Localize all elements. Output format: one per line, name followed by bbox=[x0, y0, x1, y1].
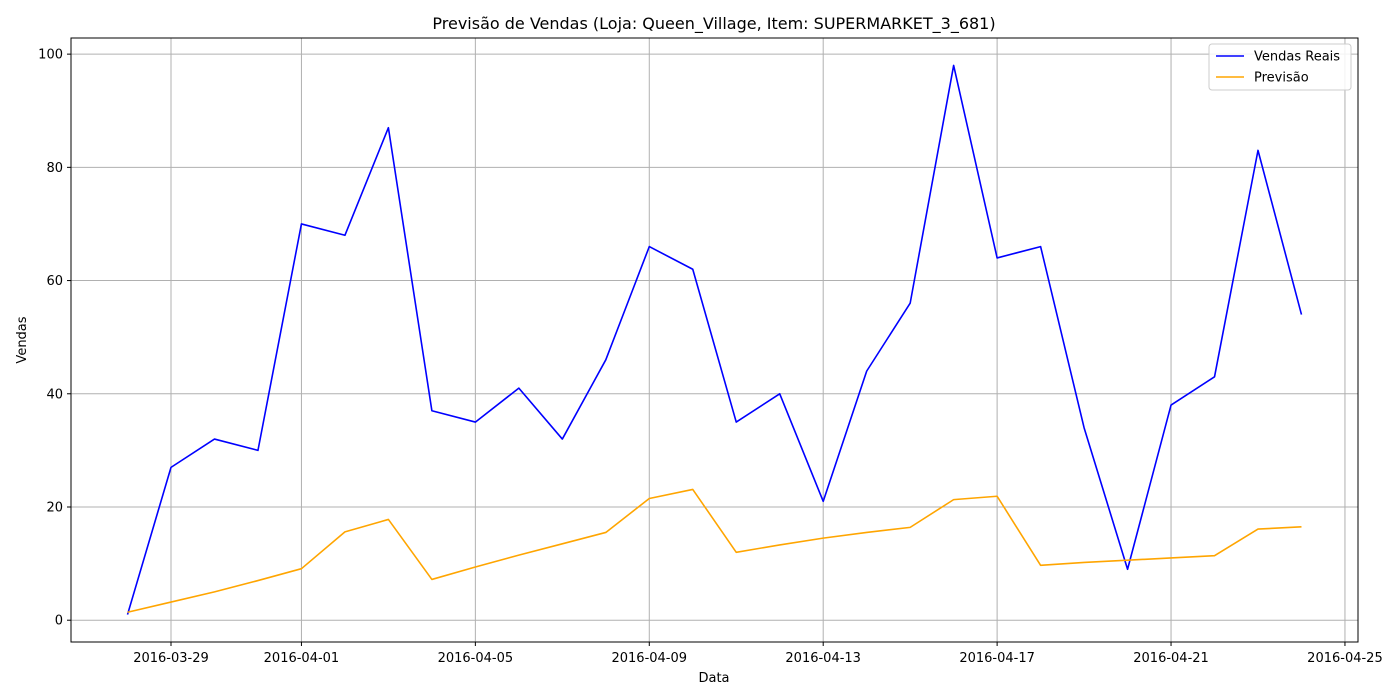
grid bbox=[71, 38, 1358, 642]
x-tick-label: 2016-03-29 bbox=[133, 651, 209, 666]
legend-box bbox=[1208, 43, 1352, 91]
y-tick-label: 20 bbox=[46, 500, 63, 515]
plot-frame bbox=[70, 37, 1359, 643]
series-line-actual-sales bbox=[126, 64, 1303, 615]
y-tick-label: 100 bbox=[38, 48, 63, 63]
x-axis: 2016-03-29 2016-04-01 2016-04-05 2016-04-09… bbox=[133, 642, 1383, 666]
chart-title: Previsão de Vendas (Loja: Queen_Village,… bbox=[432, 14, 995, 34]
y-tick-label: 40 bbox=[46, 387, 63, 402]
series-layer bbox=[126, 64, 1303, 615]
x-tick-label: 2016-04-25 bbox=[1307, 651, 1383, 666]
legend-label: Previsão bbox=[1254, 71, 1309, 86]
y-axis-label: Vendas bbox=[15, 316, 30, 363]
x-axis-label: Data bbox=[698, 671, 729, 686]
y-tick-label: 60 bbox=[46, 274, 63, 289]
x-tick-label: 2016-04-17 bbox=[959, 651, 1035, 666]
x-tick-label: 2016-04-01 bbox=[264, 651, 340, 666]
legend-label: Vendas Reais bbox=[1254, 50, 1340, 65]
y-tick-label: 80 bbox=[46, 161, 63, 176]
x-tick-label: 2016-04-05 bbox=[438, 651, 514, 666]
y-tick-label: 0 bbox=[55, 614, 63, 629]
series-line-forecast bbox=[127, 488, 1302, 614]
x-tick-label: 2016-04-09 bbox=[611, 651, 687, 666]
x-tick-label: 2016-04-21 bbox=[1133, 651, 1209, 666]
legend: Vendas Reais Previsão bbox=[1208, 43, 1352, 91]
y-axis: 0 20 40 60 80 100 bbox=[38, 48, 71, 629]
x-tick-label: 2016-04-13 bbox=[785, 651, 861, 666]
